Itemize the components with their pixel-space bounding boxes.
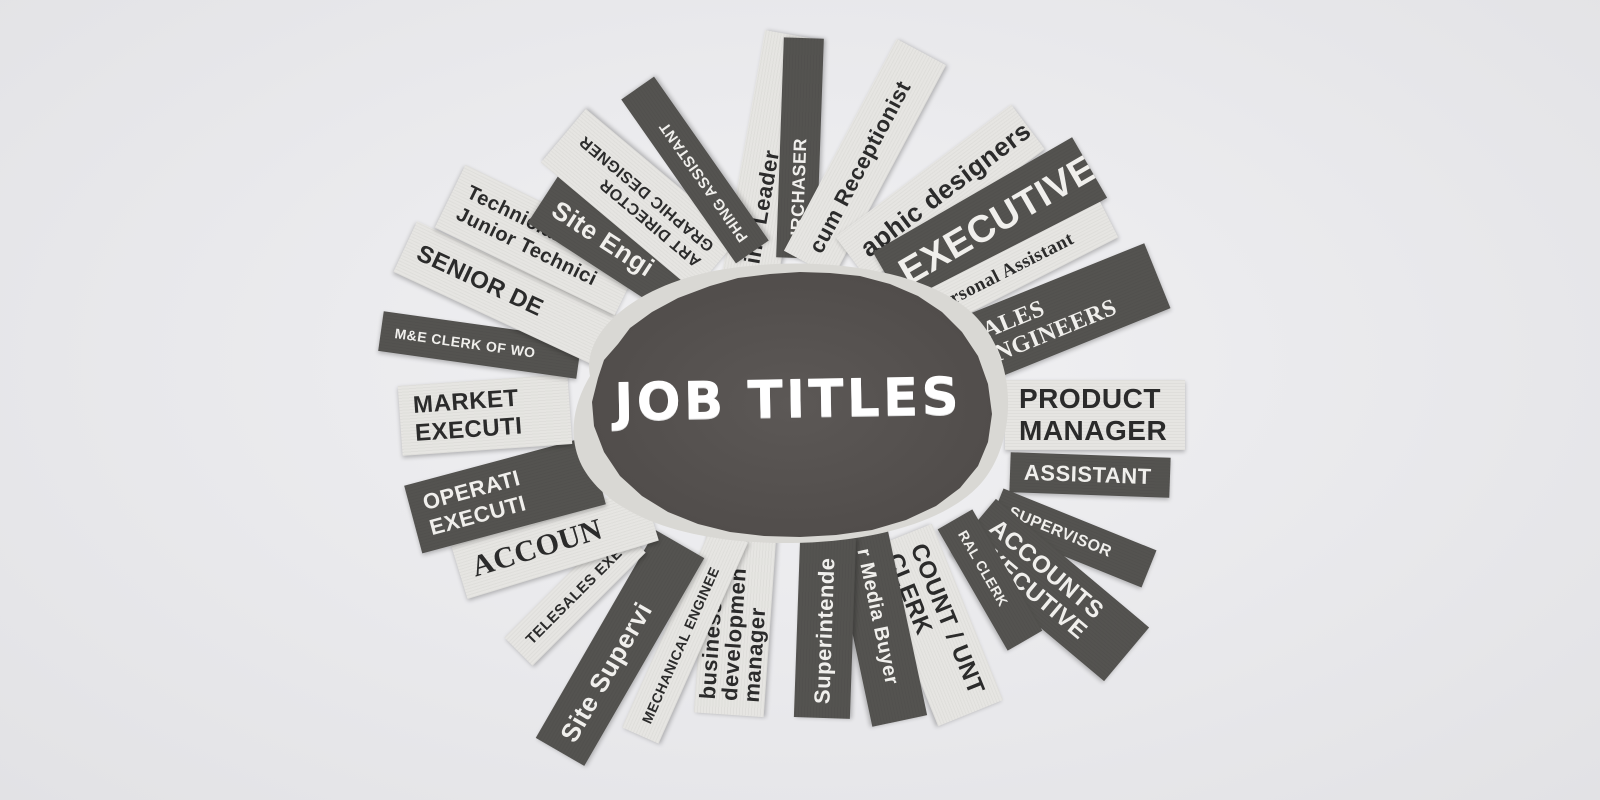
title: JOB TITLES (613, 366, 963, 434)
torn-paper-blob (573, 263, 1009, 544)
clipping: Superintende (793, 537, 857, 719)
clipping: ASSISTANT (1009, 452, 1171, 498)
clipping: MARKET EXECUTI (397, 374, 573, 456)
clipping: PRODUCT MANAGER (1005, 380, 1185, 450)
